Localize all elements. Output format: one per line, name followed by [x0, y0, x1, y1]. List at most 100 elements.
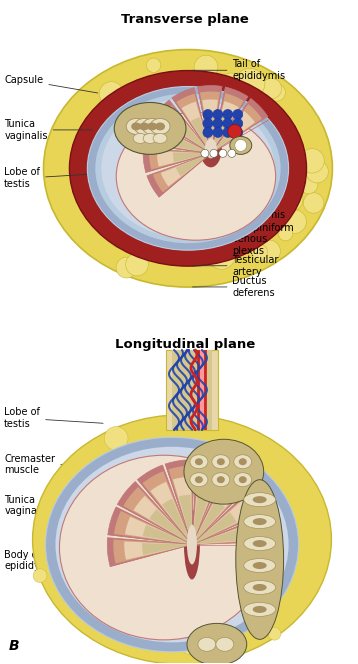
Wedge shape — [211, 87, 248, 153]
Text: Testicular
artery: Testicular artery — [212, 541, 297, 563]
Ellipse shape — [87, 86, 289, 250]
Circle shape — [203, 118, 213, 128]
Wedge shape — [211, 124, 242, 153]
Ellipse shape — [59, 456, 268, 640]
Text: Ductus
deferens: Ductus deferens — [193, 276, 275, 297]
Circle shape — [223, 118, 233, 128]
Circle shape — [210, 149, 218, 157]
Ellipse shape — [217, 458, 225, 465]
Circle shape — [223, 110, 233, 120]
Circle shape — [223, 127, 233, 137]
Ellipse shape — [244, 558, 276, 572]
Ellipse shape — [236, 479, 284, 639]
Circle shape — [194, 55, 218, 79]
Wedge shape — [117, 481, 192, 544]
Circle shape — [268, 627, 281, 640]
Wedge shape — [192, 491, 263, 544]
Text: Tunica
vaginalis: Tunica vaginalis — [4, 119, 92, 141]
Circle shape — [283, 210, 306, 234]
Circle shape — [108, 223, 134, 248]
Ellipse shape — [253, 518, 267, 525]
Wedge shape — [192, 512, 236, 544]
Wedge shape — [144, 122, 211, 153]
Ellipse shape — [153, 133, 167, 143]
Wedge shape — [192, 466, 222, 544]
Ellipse shape — [184, 440, 264, 504]
Circle shape — [258, 240, 280, 262]
Text: Lobe of
testis: Lobe of testis — [4, 167, 108, 189]
Wedge shape — [125, 517, 192, 544]
Ellipse shape — [239, 476, 247, 483]
Ellipse shape — [55, 447, 289, 642]
Wedge shape — [172, 88, 211, 153]
Circle shape — [295, 172, 311, 188]
Circle shape — [33, 569, 47, 582]
Wedge shape — [153, 100, 211, 153]
Circle shape — [228, 124, 242, 138]
Circle shape — [201, 149, 209, 157]
Text: Body of
epididymis: Body of epididymis — [210, 132, 286, 154]
Ellipse shape — [147, 122, 157, 130]
Ellipse shape — [244, 580, 276, 594]
Wedge shape — [176, 94, 211, 153]
Wedge shape — [158, 129, 211, 153]
Circle shape — [233, 110, 243, 120]
Circle shape — [104, 426, 128, 450]
Circle shape — [217, 73, 246, 102]
Ellipse shape — [212, 455, 230, 469]
Ellipse shape — [184, 510, 200, 580]
Circle shape — [116, 257, 137, 278]
Wedge shape — [161, 153, 211, 187]
Ellipse shape — [44, 50, 332, 287]
Ellipse shape — [190, 473, 208, 487]
Wedge shape — [173, 477, 192, 544]
Wedge shape — [211, 111, 255, 153]
Circle shape — [276, 156, 305, 185]
Text: Body of
epididymis: Body of epididymis — [4, 547, 98, 572]
Circle shape — [99, 82, 124, 106]
Ellipse shape — [244, 537, 276, 550]
Text: Head of
epididymis: Head of epididymis — [198, 199, 286, 220]
Wedge shape — [157, 151, 211, 167]
Wedge shape — [192, 477, 216, 544]
Wedge shape — [149, 149, 211, 169]
Circle shape — [219, 149, 227, 157]
Wedge shape — [205, 116, 215, 153]
Ellipse shape — [234, 473, 252, 487]
Ellipse shape — [95, 94, 281, 243]
Wedge shape — [211, 93, 244, 153]
Text: Pampiniform
venous
plexus: Pampiniform venous plexus — [208, 574, 312, 607]
Circle shape — [228, 149, 236, 157]
Wedge shape — [211, 104, 262, 153]
Wedge shape — [162, 499, 192, 544]
Ellipse shape — [142, 118, 162, 134]
Circle shape — [235, 139, 247, 151]
Ellipse shape — [116, 112, 276, 240]
Wedge shape — [211, 101, 239, 153]
Wedge shape — [173, 152, 211, 162]
Circle shape — [208, 242, 235, 270]
Circle shape — [233, 127, 243, 137]
Circle shape — [299, 175, 318, 194]
Wedge shape — [202, 100, 218, 153]
Circle shape — [235, 68, 265, 98]
Wedge shape — [113, 540, 192, 564]
Ellipse shape — [69, 70, 306, 266]
Text: Tail of
epididymis: Tail of epididymis — [193, 60, 286, 81]
Text: Ductus
deferens: Ductus deferens — [212, 520, 293, 542]
Wedge shape — [180, 125, 211, 153]
Circle shape — [158, 241, 178, 262]
Circle shape — [73, 181, 95, 202]
Ellipse shape — [253, 562, 267, 569]
Circle shape — [126, 253, 148, 276]
Text: Capsule: Capsule — [4, 75, 98, 93]
Ellipse shape — [205, 138, 217, 158]
Ellipse shape — [134, 118, 154, 134]
Wedge shape — [142, 543, 192, 555]
Ellipse shape — [150, 118, 170, 134]
Ellipse shape — [195, 458, 203, 465]
Ellipse shape — [244, 602, 276, 616]
Circle shape — [280, 188, 303, 211]
Wedge shape — [124, 487, 192, 544]
Circle shape — [213, 127, 223, 137]
